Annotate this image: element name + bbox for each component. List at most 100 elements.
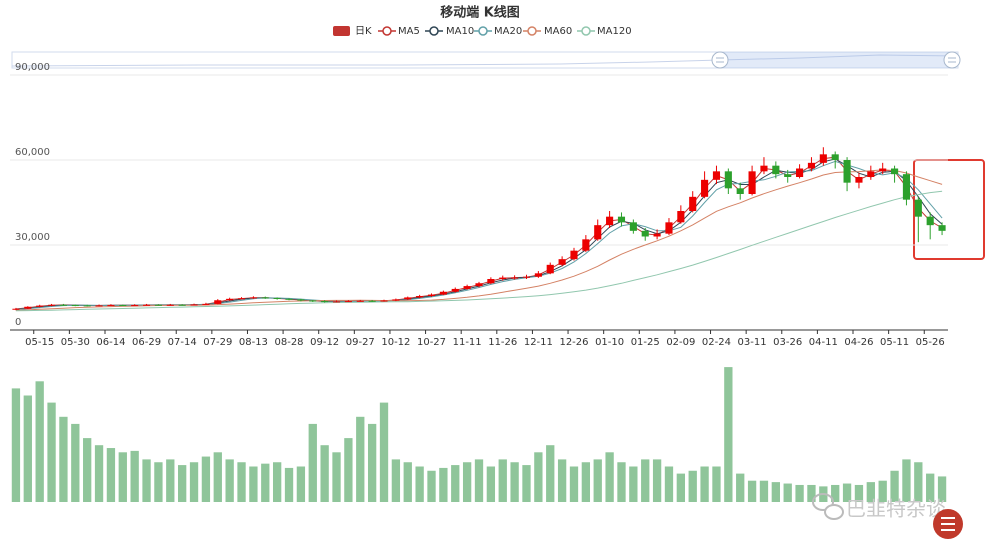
x-tick-label: 11-26 — [488, 337, 517, 348]
legend-item[interactable]: 日K — [333, 26, 372, 37]
x-tick-label: 08-13 — [239, 337, 268, 348]
candle-body — [772, 165, 780, 175]
candle-body — [582, 239, 590, 251]
volume-bar — [807, 484, 816, 502]
candle-body — [273, 297, 281, 299]
x-tick-label: 06-14 — [96, 337, 125, 348]
candle-body — [119, 305, 127, 307]
volume-bar — [914, 462, 923, 502]
candle-body — [344, 301, 352, 303]
candle-body — [796, 168, 804, 177]
volume-bar — [902, 459, 911, 502]
volume-bar — [11, 388, 21, 502]
candle-body — [558, 259, 566, 265]
volume-bar — [439, 467, 448, 502]
legend-label: MA20 — [494, 26, 522, 37]
candle-body — [926, 216, 934, 226]
candle-body — [237, 298, 246, 300]
volume-bar — [47, 402, 56, 502]
slider-handle[interactable] — [711, 51, 729, 69]
volume-bar — [926, 473, 935, 502]
volume-bar — [617, 462, 626, 502]
legend-item[interactable]: MA20 — [474, 26, 522, 37]
x-tick-label: 06-29 — [132, 337, 161, 348]
legend-item[interactable]: MA10 — [425, 26, 474, 37]
candle-body — [47, 304, 56, 306]
chart-title: 移动端 K线图 — [440, 5, 520, 21]
candle-body — [226, 298, 234, 301]
candle-body — [131, 305, 139, 307]
candle-body — [617, 216, 626, 223]
legend-label: MA5 — [398, 26, 420, 37]
x-tick-label: 04-26 — [844, 337, 873, 348]
volume-bar — [391, 459, 401, 502]
candle-body — [297, 299, 305, 301]
candle-body — [665, 222, 673, 234]
candle-body — [819, 154, 827, 163]
volume-bar — [486, 466, 496, 502]
legend-label: MA10 — [446, 26, 474, 37]
zoom-slider[interactable] — [11, 51, 961, 69]
slider-selection — [720, 52, 952, 68]
volume-bar — [510, 462, 519, 502]
legend-icon — [581, 26, 591, 36]
legend-item[interactable]: MA5 — [378, 26, 420, 37]
volume-bar — [106, 448, 116, 502]
x-tick-label: 08-28 — [274, 337, 303, 348]
candle-body — [321, 301, 329, 303]
x-tick-label: 11-11 — [453, 337, 482, 348]
volume-bar — [641, 459, 650, 502]
candle-body — [95, 305, 103, 307]
candle-body — [392, 299, 400, 301]
candle-body — [59, 304, 67, 306]
candle-body — [380, 300, 388, 302]
candle-body — [249, 297, 257, 299]
x-tick-label: 01-25 — [631, 337, 660, 348]
candle-body — [499, 277, 507, 279]
volume-bar — [225, 459, 234, 502]
legend-icon — [333, 26, 350, 36]
volume-bar — [546, 445, 555, 502]
volume-bar — [842, 483, 852, 502]
candle-body — [570, 250, 578, 260]
volume-bar — [593, 459, 602, 502]
x-tick-label: 03-11 — [738, 337, 767, 348]
legend-item[interactable]: MA120 — [577, 26, 632, 37]
candle-body — [724, 171, 732, 189]
candle-body — [154, 304, 162, 306]
legend-icon — [527, 26, 537, 36]
volume-bar — [367, 423, 377, 502]
candle-body — [487, 279, 495, 284]
volume-bar — [736, 473, 745, 502]
wechat-icon — [812, 493, 834, 511]
x-tick-label: 10-12 — [381, 337, 410, 348]
slider-handle[interactable] — [943, 51, 961, 69]
menu-button[interactable] — [933, 509, 963, 539]
x-tick-label: 09-12 — [310, 337, 339, 348]
watermark: 巴韭特杂谈 — [812, 493, 946, 521]
highlight-box — [913, 159, 985, 260]
volume-bar — [344, 438, 353, 502]
candle-body — [914, 199, 922, 217]
candle-body — [261, 297, 269, 299]
candle-body — [451, 288, 459, 292]
slider-handle-grip — [716, 57, 724, 63]
legend-label: MA60 — [544, 26, 572, 37]
candle-body — [606, 216, 614, 226]
x-tick-label: 05-15 — [25, 337, 54, 348]
candle-body — [534, 273, 542, 277]
menu-icon — [941, 517, 955, 531]
volume-bar — [795, 484, 804, 502]
candle-body — [439, 291, 447, 295]
watermark-text: 巴韭特杂谈 — [846, 497, 946, 521]
legend-item[interactable]: MA60 — [523, 26, 572, 37]
volume-bar — [189, 462, 199, 502]
candle-body — [356, 300, 364, 302]
volume-bar — [94, 445, 104, 502]
candle-body — [190, 304, 198, 306]
volume-bar — [688, 470, 697, 502]
candle-body — [736, 188, 744, 194]
candle-body — [867, 171, 875, 177]
volume-bar — [605, 452, 614, 502]
volume-bar — [557, 459, 567, 502]
